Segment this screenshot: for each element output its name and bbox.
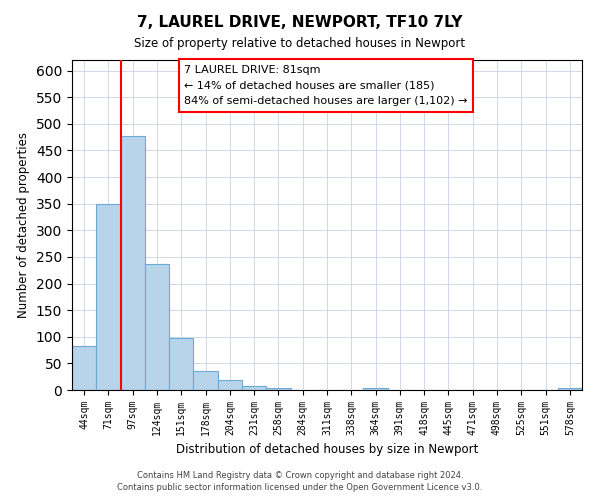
- X-axis label: Distribution of detached houses by size in Newport: Distribution of detached houses by size …: [176, 444, 478, 456]
- Y-axis label: Number of detached properties: Number of detached properties: [17, 132, 31, 318]
- Bar: [193, 372, 218, 390]
- Bar: [242, 386, 266, 390]
- Bar: [72, 346, 96, 390]
- Text: 7 LAUREL DRIVE: 81sqm
← 14% of detached houses are smaller (185)
84% of semi-det: 7 LAUREL DRIVE: 81sqm ← 14% of detached …: [184, 65, 468, 106]
- Bar: [558, 388, 582, 390]
- Bar: [218, 380, 242, 390]
- Bar: [169, 338, 193, 390]
- Text: Size of property relative to detached houses in Newport: Size of property relative to detached ho…: [134, 38, 466, 51]
- Bar: [121, 136, 145, 390]
- Bar: [364, 388, 388, 390]
- Text: Contains HM Land Registry data © Crown copyright and database right 2024.: Contains HM Land Registry data © Crown c…: [137, 470, 463, 480]
- Text: 7, LAUREL DRIVE, NEWPORT, TF10 7LY: 7, LAUREL DRIVE, NEWPORT, TF10 7LY: [137, 15, 463, 30]
- Bar: [266, 388, 290, 390]
- Bar: [145, 264, 169, 390]
- Bar: [96, 204, 121, 390]
- Text: Contains public sector information licensed under the Open Government Licence v3: Contains public sector information licen…: [118, 483, 482, 492]
